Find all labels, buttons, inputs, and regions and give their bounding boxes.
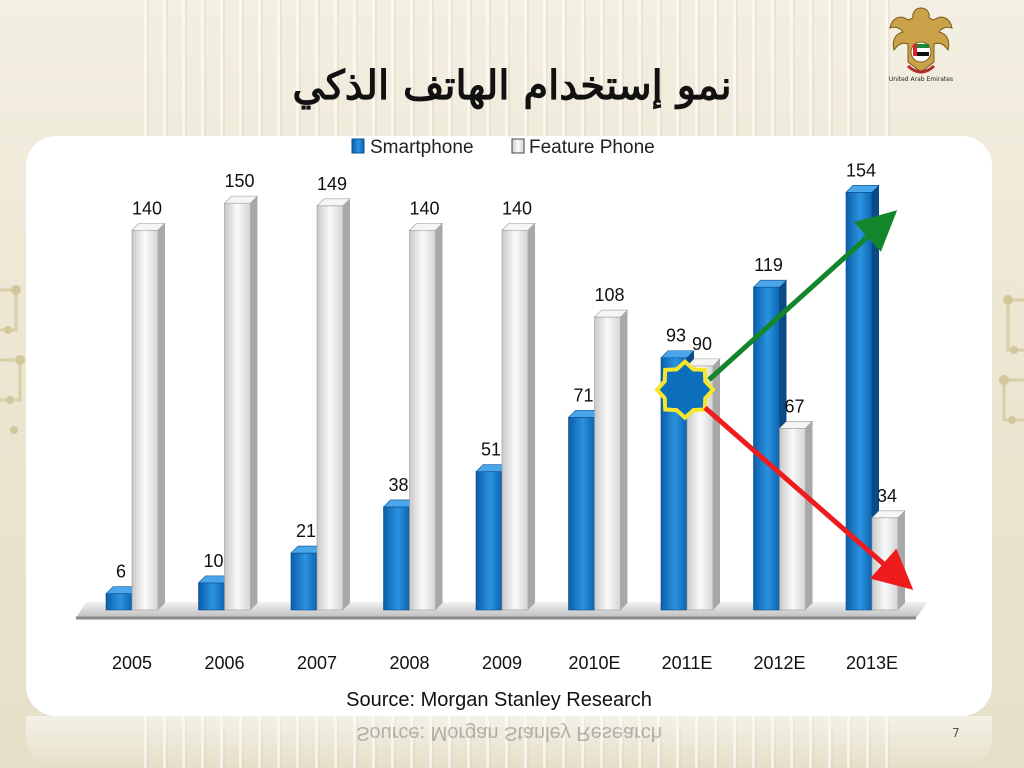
bar-smartphone-2006: [198, 582, 225, 611]
x-tick-label-2009: 2009: [482, 653, 522, 673]
bar-feature-phone-2005: [131, 229, 159, 611]
bar-smartphone-2010E: [568, 417, 595, 611]
bar-top-smartphone-2011E: [660, 350, 695, 359]
data-label-feature-phone-2006: 150: [224, 171, 254, 191]
x-tick-label-2005: 2005: [112, 653, 152, 673]
source-note: Source: Morgan Stanley Research: [346, 689, 652, 711]
bar-smartphone-2005: [105, 593, 133, 611]
bar-feature-phone-2010E: [594, 316, 621, 611]
bar-side-feature-phone-2012E: [805, 421, 813, 610]
circuit-decoration-left: [0, 285, 25, 434]
smartphone-growth-arrow: [707, 210, 898, 382]
bar-feature-phone-2009: [501, 229, 529, 611]
chart-legend: Smartphone Feature Phone: [351, 137, 655, 158]
circuit-decoration-right: [999, 295, 1024, 424]
data-label-feature-phone-2012E: 67: [784, 396, 804, 416]
data-label-smartphone-2008: 38: [388, 475, 408, 495]
card-reflection: Source: Morgan Stanley Research: [26, 716, 992, 768]
x-tick-label-2007: 2007: [297, 653, 337, 673]
bar-chart: Smartphone Feature Phone 6 140 2005 10 150 20…: [76, 137, 928, 711]
bar-smartphone-2008: [383, 506, 410, 611]
bar-top-feature-phone-2006: [223, 195, 259, 204]
bar-smartphone-2009: [475, 471, 503, 611]
bar-top-feature-phone-2013E: [871, 510, 906, 519]
bar-top-smartphone-2013E: [845, 184, 880, 193]
source-note-reflection: Source: Morgan Stanley Research: [356, 722, 662, 744]
bar-top-smartphone-2012E: [752, 279, 788, 288]
bar-top-feature-phone-2012E: [778, 420, 814, 429]
bar-feature-phone-2006: [224, 202, 251, 611]
data-label-feature-phone-2011E: 90: [692, 334, 712, 354]
legend-swatch-feature-phone: [511, 138, 525, 154]
bar-top-feature-phone-2009: [501, 222, 536, 231]
data-label-smartphone-2006: 10: [203, 551, 223, 571]
data-label-smartphone-2009: 51: [481, 440, 501, 460]
bar-top-feature-phone-2007: [316, 198, 351, 207]
bar-side-feature-phone-2006: [250, 196, 258, 610]
data-label-smartphone-2010E: 71: [573, 385, 593, 405]
bar-top-feature-phone-2010E: [593, 309, 629, 318]
bar-side-feature-phone-2005: [158, 223, 165, 610]
legend-label-smartphone: Smartphone: [370, 137, 474, 158]
data-label-smartphone-2013E: 154: [846, 160, 876, 180]
data-label-feature-phone-2008: 140: [409, 198, 439, 218]
x-tick-label-2008: 2008: [389, 653, 429, 673]
bar-smartphone-2007: [290, 552, 318, 611]
legend-label-feature-phone: Feature Phone: [529, 137, 655, 158]
data-label-feature-phone-2010E: 108: [594, 285, 624, 305]
data-label-feature-phone-2013E: 34: [877, 486, 897, 506]
bar-feature-phone-2008: [409, 229, 436, 611]
bar-side-feature-phone-2007: [343, 198, 350, 610]
x-tick-label-2011E: 2011E: [662, 653, 713, 673]
bar-top-feature-phone-2005: [131, 222, 166, 231]
bar-side-feature-phone-2010E: [620, 310, 628, 610]
data-label-smartphone-2011E: 93: [666, 326, 686, 346]
data-label-smartphone-2012E: 119: [754, 255, 783, 275]
data-label-feature-phone-2007: 149: [317, 174, 347, 194]
bar-side-feature-phone-2011E: [713, 358, 720, 610]
data-label-smartphone-2005: 6: [116, 562, 126, 582]
feature-phone-decline-arrow: [703, 405, 914, 590]
emblem-caption: United Arab Emirates: [888, 76, 954, 83]
page-number: 7: [952, 726, 960, 740]
data-label-feature-phone-2005: 140: [132, 198, 162, 218]
bar-top-feature-phone-2008: [408, 222, 444, 231]
x-tick-label-2006: 2006: [204, 653, 244, 673]
chart-card: Smartphone Feature Phone 6 140 2005 10 150 20…: [26, 136, 992, 716]
data-label-feature-phone-2009: 140: [502, 198, 532, 218]
bar-side-feature-phone-2009: [528, 223, 535, 610]
uae-emblem-logo: [889, 7, 953, 74]
bar-feature-phone-2012E: [779, 427, 806, 611]
x-tick-label-2012E: 2012E: [753, 653, 805, 673]
data-label-smartphone-2007: 21: [296, 521, 316, 541]
slide-title: نمو إستخدام الهاتف الذكي: [292, 62, 732, 109]
crossover-star-marker: [654, 358, 716, 421]
bar-side-feature-phone-2013E: [898, 510, 905, 610]
x-tick-label-2010E: 2010E: [568, 653, 620, 673]
x-tick-label-2013E: 2013E: [846, 653, 898, 673]
bar-smartphone-2012E: [753, 286, 780, 611]
bar-top-feature-phone-2011E: [686, 358, 721, 367]
bar-feature-phone-2007: [316, 205, 344, 611]
bar-side-feature-phone-2008: [435, 223, 443, 610]
legend-swatch-smartphone: [351, 138, 365, 154]
bar-side-smartphone-2013E: [872, 185, 879, 610]
